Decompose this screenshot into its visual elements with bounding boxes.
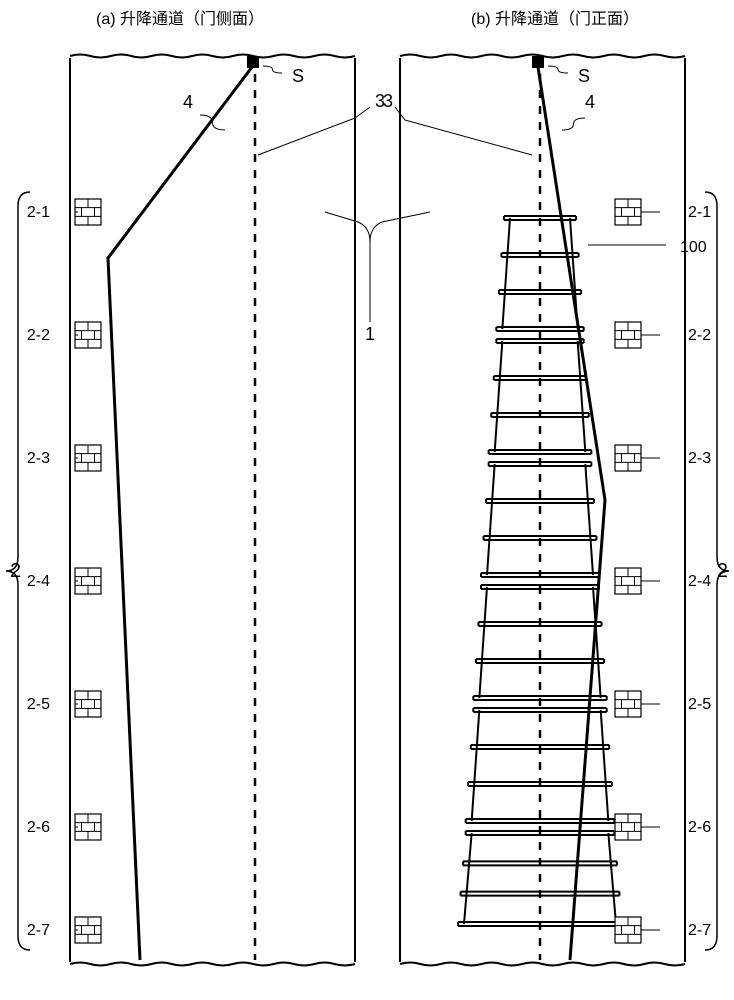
- bracket-label: 2-6: [688, 819, 711, 836]
- bracket-icon: [75, 917, 101, 943]
- bracket-icon: [615, 917, 641, 943]
- anchor-s: [532, 56, 544, 68]
- bracket-label: 2-3: [27, 450, 50, 467]
- bracket-icon: [615, 322, 641, 348]
- bracket-icon: [615, 814, 641, 840]
- label-S: S: [578, 66, 590, 86]
- bracket-label: 2-5: [688, 696, 711, 713]
- bracket-label: 2-4: [27, 573, 50, 590]
- bracket-label: 2-4: [688, 573, 711, 590]
- bracket-icon: [75, 322, 101, 348]
- title-left: (a) 升降通道（门侧面）: [96, 10, 264, 28]
- label-2: 2: [717, 560, 728, 582]
- bracket-icon: [615, 568, 641, 594]
- bracket-label: 2-3: [688, 450, 711, 467]
- bracket-label: 2-6: [27, 819, 50, 836]
- bracket-label: 2-7: [688, 922, 711, 939]
- label-4: 4: [585, 92, 595, 112]
- diagram-root: (a) 升降通道（门侧面） (b) 升降通道（门正面） 2-1 2-2 2-3 2-4 2-…: [0, 0, 734, 1000]
- bracket-label: 2-1: [688, 204, 711, 221]
- bracket-label: 2-5: [27, 696, 50, 713]
- bracket-icon: [615, 691, 641, 717]
- bracket-icon: [615, 199, 641, 225]
- label-3: 3: [383, 91, 393, 111]
- label-1: 1: [365, 324, 375, 344]
- bracket-icon: [75, 199, 101, 225]
- label-100: 100: [680, 239, 707, 256]
- bracket-label: 2-7: [27, 922, 50, 939]
- label-4: 4: [183, 92, 193, 112]
- bracket-label: 2-2: [27, 327, 50, 344]
- bracket-icon: [75, 445, 101, 471]
- bracket-icon: [615, 445, 641, 471]
- title-right: (b) 升降通道（门正面）: [471, 10, 639, 28]
- label-S: S: [292, 66, 304, 86]
- label-2: 2: [10, 560, 21, 582]
- bracket-icon: [75, 568, 101, 594]
- bracket-label: 2-2: [688, 327, 711, 344]
- bracket-label: 2-1: [27, 204, 50, 221]
- anchor-s: [247, 56, 259, 68]
- bracket-icon: [75, 691, 101, 717]
- bracket-icon: [75, 814, 101, 840]
